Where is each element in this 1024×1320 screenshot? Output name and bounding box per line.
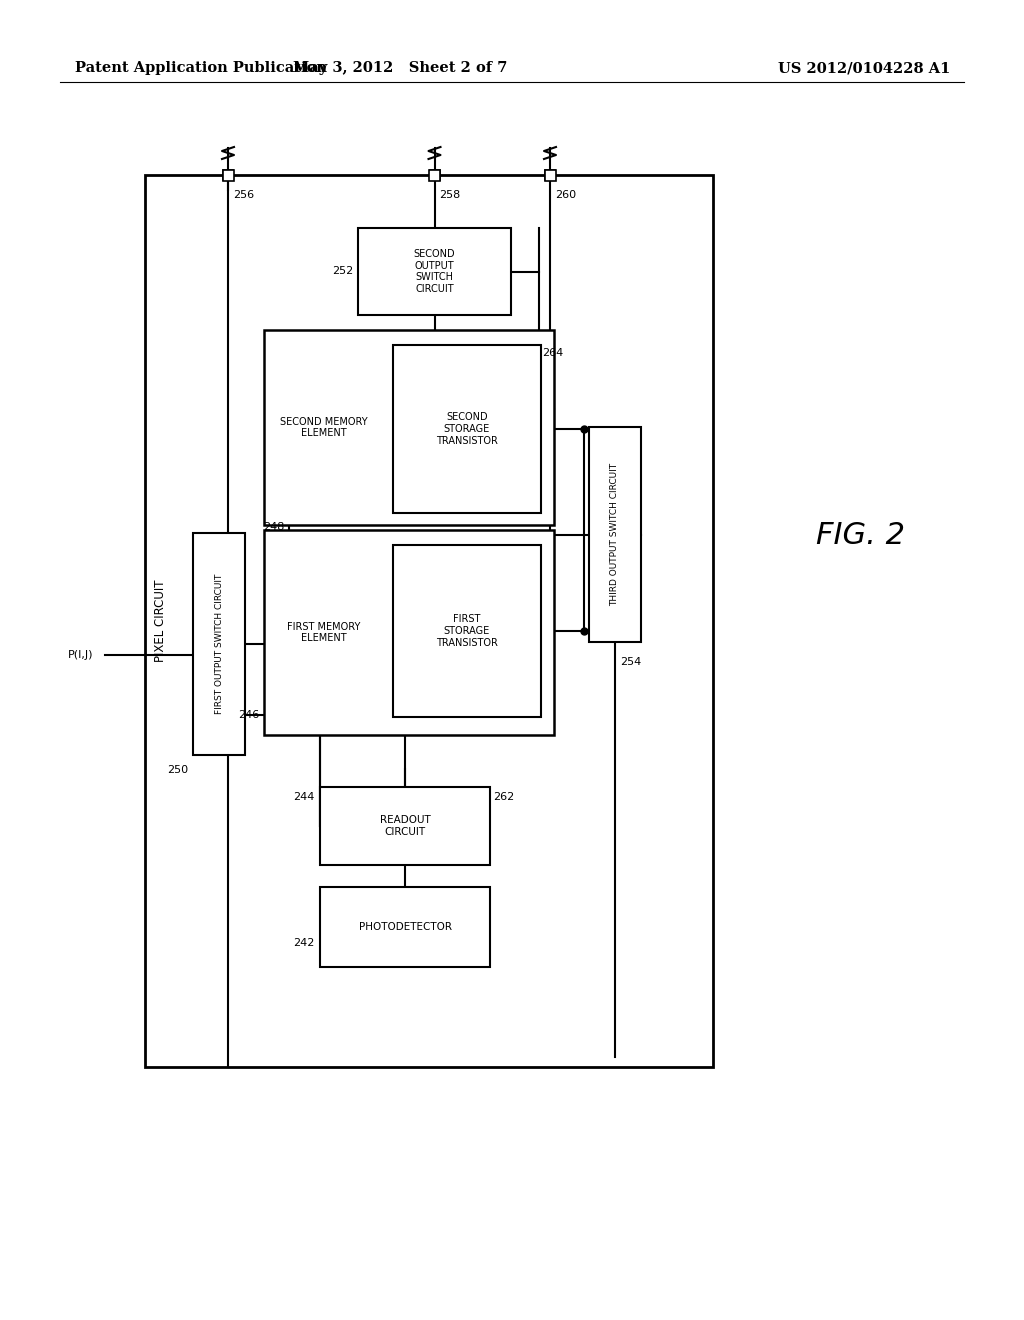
Bar bbox=[145, 176, 713, 1067]
Bar bbox=[264, 330, 554, 525]
Text: PIXEL CIRCUIT: PIXEL CIRCUIT bbox=[154, 579, 167, 663]
Text: 250: 250 bbox=[167, 766, 188, 775]
Text: 252: 252 bbox=[332, 267, 353, 276]
Text: SECOND
OUTPUT
SWITCH
CIRCUIT: SECOND OUTPUT SWITCH CIRCUIT bbox=[414, 249, 456, 294]
Text: FIRST OUTPUT SWITCH CIRCUIT: FIRST OUTPUT SWITCH CIRCUIT bbox=[214, 574, 223, 714]
Text: SECOND MEMORY
ELEMENT: SECOND MEMORY ELEMENT bbox=[281, 417, 368, 438]
Text: 246: 246 bbox=[238, 710, 259, 719]
Text: 264: 264 bbox=[542, 348, 563, 358]
Text: FIG. 2: FIG. 2 bbox=[815, 520, 904, 549]
Text: Patent Application Publication: Patent Application Publication bbox=[75, 61, 327, 75]
Bar bbox=[545, 170, 555, 180]
Bar bbox=[429, 169, 440, 181]
Text: US 2012/0104228 A1: US 2012/0104228 A1 bbox=[777, 61, 950, 75]
Text: FIRST MEMORY
ELEMENT: FIRST MEMORY ELEMENT bbox=[288, 622, 360, 643]
Text: May 3, 2012   Sheet 2 of 7: May 3, 2012 Sheet 2 of 7 bbox=[293, 61, 507, 75]
Bar bbox=[223, 170, 233, 180]
Text: 244: 244 bbox=[294, 792, 315, 803]
Text: 262: 262 bbox=[493, 792, 514, 803]
Bar bbox=[358, 228, 511, 315]
Bar bbox=[319, 787, 490, 865]
Bar bbox=[429, 170, 439, 180]
Text: 242: 242 bbox=[294, 939, 315, 948]
Bar bbox=[589, 426, 641, 642]
Bar bbox=[193, 533, 245, 755]
Text: SECOND
STORAGE
TRANSISTOR: SECOND STORAGE TRANSISTOR bbox=[436, 412, 498, 446]
Text: PHOTODETECTOR: PHOTODETECTOR bbox=[358, 921, 452, 932]
Text: FIRST
STORAGE
TRANSISTOR: FIRST STORAGE TRANSISTOR bbox=[436, 614, 498, 648]
Text: 256: 256 bbox=[233, 190, 254, 201]
Text: 260: 260 bbox=[555, 190, 577, 201]
Text: P(I,J): P(I,J) bbox=[68, 651, 93, 660]
Bar bbox=[264, 531, 554, 735]
Text: 248: 248 bbox=[262, 523, 284, 532]
Bar bbox=[222, 169, 233, 181]
Text: 258: 258 bbox=[439, 190, 461, 201]
Bar bbox=[393, 545, 541, 717]
Text: THIRD OUTPUT SWITCH CIRCUIT: THIRD OUTPUT SWITCH CIRCUIT bbox=[610, 463, 620, 606]
Bar bbox=[393, 345, 541, 513]
Bar bbox=[319, 887, 490, 968]
Text: 254: 254 bbox=[620, 657, 641, 667]
Bar bbox=[545, 169, 555, 181]
Text: READOUT
CIRCUIT: READOUT CIRCUIT bbox=[380, 816, 430, 837]
